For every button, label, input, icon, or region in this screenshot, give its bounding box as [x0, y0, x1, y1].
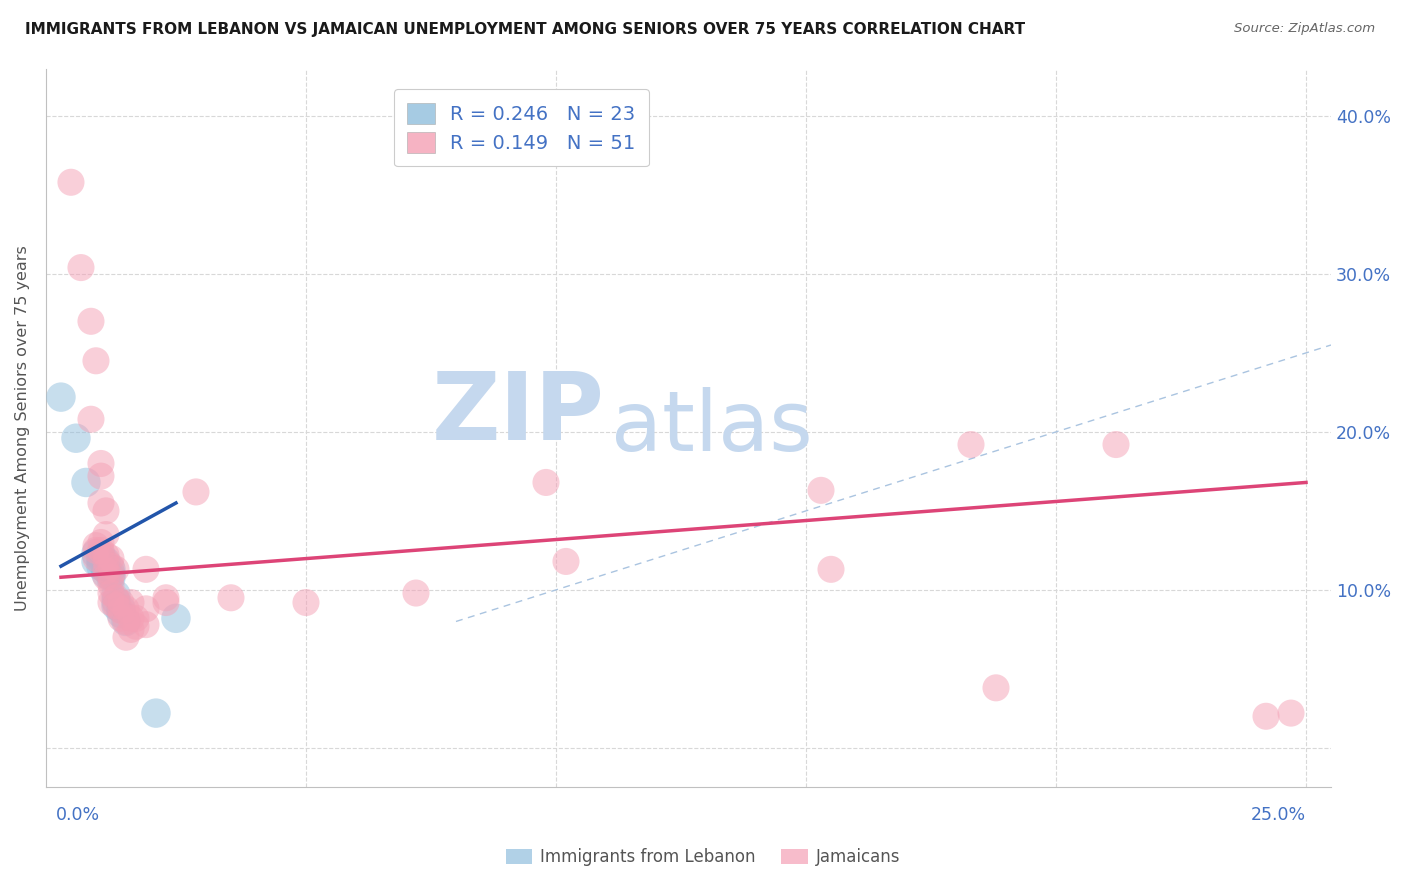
- Point: [84, 539, 107, 553]
- Point: [75, 475, 97, 490]
- Point: [960, 437, 983, 451]
- Legend: Immigrants from Lebanon, Jamaicans: Immigrants from Lebanon, Jamaicans: [499, 842, 907, 873]
- Point: [155, 591, 177, 605]
- Point: [90, 548, 112, 562]
- Point: [820, 562, 842, 576]
- Point: [90, 554, 112, 568]
- Point: [94, 527, 117, 541]
- Text: atlas: atlas: [612, 387, 813, 468]
- Point: [219, 591, 242, 605]
- Point: [80, 314, 103, 328]
- Point: [94, 504, 117, 518]
- Point: [984, 681, 1007, 695]
- Point: [94, 554, 117, 568]
- Point: [100, 570, 122, 584]
- Point: [115, 615, 138, 629]
- Point: [90, 559, 112, 574]
- Y-axis label: Unemployment Among Seniors over 75 years: Unemployment Among Seniors over 75 years: [15, 245, 30, 611]
- Point: [94, 554, 117, 568]
- Text: Source: ZipAtlas.com: Source: ZipAtlas.com: [1234, 22, 1375, 36]
- Point: [115, 615, 138, 629]
- Point: [1279, 706, 1302, 720]
- Text: ZIP: ZIP: [432, 368, 605, 459]
- Point: [90, 551, 112, 566]
- Point: [104, 588, 127, 602]
- Point: [145, 706, 167, 720]
- Point: [90, 469, 112, 483]
- Point: [104, 599, 127, 613]
- Text: 25.0%: 25.0%: [1251, 806, 1306, 824]
- Point: [94, 564, 117, 578]
- Point: [100, 562, 122, 576]
- Point: [70, 260, 93, 275]
- Point: [84, 547, 107, 561]
- Point: [110, 603, 132, 617]
- Point: [94, 562, 117, 576]
- Point: [110, 595, 132, 609]
- Point: [120, 623, 142, 637]
- Point: [104, 599, 127, 613]
- Point: [84, 551, 107, 566]
- Point: [165, 611, 187, 625]
- Text: IMMIGRANTS FROM LEBANON VS JAMAICAN UNEMPLOYMENT AMONG SENIORS OVER 75 YEARS COR: IMMIGRANTS FROM LEBANON VS JAMAICAN UNEM…: [25, 22, 1025, 37]
- Point: [100, 586, 122, 600]
- Point: [1254, 709, 1277, 723]
- Point: [49, 390, 72, 404]
- Point: [155, 595, 177, 609]
- Point: [110, 602, 132, 616]
- Point: [405, 586, 427, 600]
- Point: [100, 551, 122, 566]
- Point: [555, 554, 578, 568]
- Point: [80, 412, 103, 426]
- Point: [100, 578, 122, 592]
- Point: [100, 595, 122, 609]
- Point: [125, 619, 148, 633]
- Point: [295, 595, 318, 609]
- Point: [84, 353, 107, 368]
- Point: [104, 562, 127, 576]
- Point: [125, 611, 148, 625]
- Point: [100, 567, 122, 582]
- Point: [115, 602, 138, 616]
- Point: [135, 602, 157, 616]
- Point: [65, 431, 87, 445]
- Point: [59, 175, 82, 189]
- Point: [104, 591, 127, 605]
- Point: [810, 483, 832, 498]
- Legend: R = 0.246   N = 23, R = 0.149   N = 51: R = 0.246 N = 23, R = 0.149 N = 51: [394, 89, 650, 167]
- Text: 0.0%: 0.0%: [56, 806, 100, 824]
- Point: [135, 617, 157, 632]
- Point: [100, 559, 122, 574]
- Point: [135, 562, 157, 576]
- Point: [104, 594, 127, 608]
- Point: [94, 570, 117, 584]
- Point: [100, 570, 122, 584]
- Point: [90, 496, 112, 510]
- Point: [84, 543, 107, 558]
- Point: [120, 611, 142, 625]
- Point: [90, 457, 112, 471]
- Point: [120, 595, 142, 609]
- Point: [84, 554, 107, 568]
- Point: [110, 607, 132, 621]
- Point: [115, 630, 138, 644]
- Point: [184, 484, 207, 499]
- Point: [94, 567, 117, 582]
- Point: [1105, 437, 1128, 451]
- Point: [534, 475, 557, 490]
- Point: [94, 548, 117, 562]
- Point: [90, 535, 112, 549]
- Point: [90, 543, 112, 558]
- Point: [110, 611, 132, 625]
